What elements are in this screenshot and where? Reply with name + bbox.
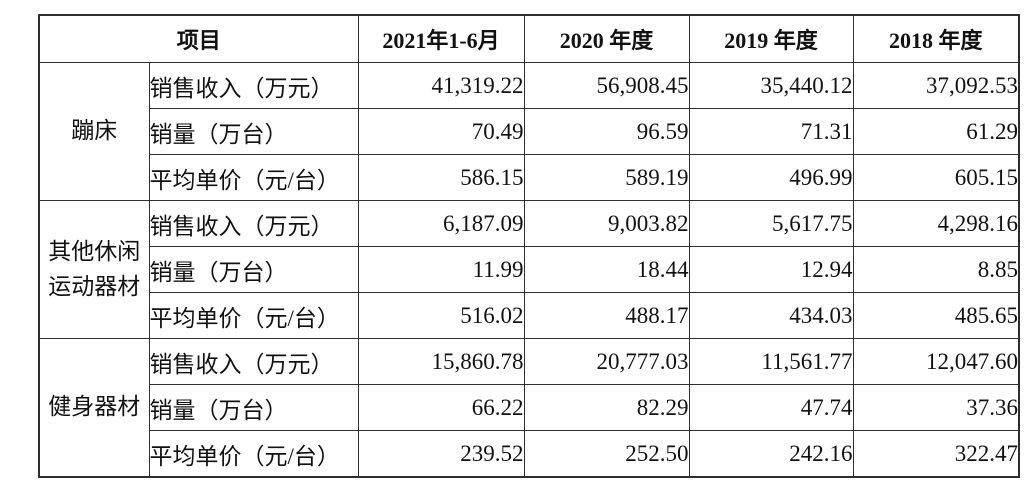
metric-cell: 销量（万台）: [148, 384, 359, 431]
value-cell: 37.36: [852, 384, 1020, 431]
table-row: 健身器材 销售收入（万元） 15,860.78 20,777.03 11,561…: [38, 338, 1020, 478]
metric-cell: 销售收入（万元）: [148, 200, 359, 247]
header-period-2019: 2019 年度: [688, 14, 854, 63]
value-cell: 586.15: [357, 154, 525, 201]
header-period-2018: 2018 年度: [852, 14, 1020, 63]
table-row: 平均单价（元/台） 516.02 488.17 434.03 485.65: [39, 292, 1020, 339]
header-period-2020: 2020 年度: [523, 14, 690, 63]
value-cell: 322.47: [852, 430, 1020, 478]
value-cell: 71.31: [688, 108, 854, 155]
value-cell: 12.94: [688, 246, 854, 293]
table-header-row: 项目 2021年1-6月 2020 年度 2019 年度 2018 年度: [38, 14, 1020, 63]
table-row: 销量（万台） 70.49 96.59 71.31 61.29: [39, 108, 1020, 155]
value-cell: 12,047.60: [852, 338, 1020, 385]
header-item: 项目: [38, 14, 359, 63]
value-cell: 35,440.12: [688, 62, 854, 109]
value-cell: 485.65: [852, 292, 1020, 339]
value-cell: 434.03: [688, 292, 854, 339]
category-cell-other-leisure: 其他休闲运动器材: [38, 200, 150, 339]
metric-cell: 平均单价（元/台）: [148, 154, 359, 201]
value-cell: 516.02: [357, 292, 525, 339]
value-cell: 8.85: [852, 246, 1020, 293]
value-cell: 56,908.45: [523, 62, 690, 109]
table-row: 销量（万台） 11.99 18.44 12.94 8.85: [39, 246, 1020, 293]
metric-cell: 平均单价（元/台）: [148, 430, 359, 478]
table-row: 平均单价（元/台） 586.15 589.19 496.99 605.15: [39, 154, 1020, 201]
value-cell: 589.19: [523, 154, 690, 201]
table-row: 平均单价（元/台） 239.52 252.50 242.16 322.47: [39, 430, 1020, 478]
value-cell: 239.52: [357, 430, 525, 478]
value-cell: 5,617.75: [688, 200, 854, 247]
value-cell: 47.74: [688, 384, 854, 431]
value-cell: 20,777.03: [523, 338, 690, 385]
table-row: 蹦床 销售收入（万元） 41,319.22 56,908.45 35,440.1…: [38, 62, 1020, 201]
value-cell: 4,298.16: [852, 200, 1020, 247]
value-cell: 11,561.77: [688, 338, 854, 385]
value-cell: 41,319.22: [357, 62, 525, 109]
value-cell: 70.49: [357, 108, 525, 155]
value-cell: 15,860.78: [357, 338, 525, 385]
value-cell: 37,092.53: [852, 62, 1020, 109]
table-row: 其他休闲运动器材 销售收入（万元） 6,187.09 9,003.82 5,61…: [38, 200, 1020, 339]
value-cell: 488.17: [523, 292, 690, 339]
value-cell: 6,187.09: [357, 200, 525, 247]
category-cell-fitness: 健身器材: [38, 338, 150, 478]
value-cell: 242.16: [688, 430, 854, 478]
metric-cell: 销量（万台）: [148, 246, 359, 293]
metric-cell: 销售收入（万元）: [148, 338, 359, 385]
metric-cell: 销量（万台）: [148, 108, 359, 155]
value-cell: 82.29: [523, 384, 690, 431]
value-cell: 252.50: [523, 430, 690, 478]
value-cell: 605.15: [852, 154, 1020, 201]
value-cell: 18.44: [523, 246, 690, 293]
value-cell: 9,003.82: [523, 200, 690, 247]
value-cell: 96.59: [523, 108, 690, 155]
metric-cell: 平均单价（元/台）: [148, 292, 359, 339]
table-row: 销量（万台） 66.22 82.29 47.74 37.36: [39, 384, 1020, 431]
value-cell: 496.99: [688, 154, 854, 201]
value-cell: 66.22: [357, 384, 525, 431]
header-period-2021: 2021年1-6月: [357, 14, 525, 63]
metric-cell: 销售收入（万元）: [148, 62, 359, 109]
product-sales-table: 项目 2021年1-6月 2020 年度 2019 年度 2018 年度 蹦床 …: [38, 14, 1021, 478]
value-cell: 61.29: [852, 108, 1020, 155]
category-cell-trampoline: 蹦床: [38, 62, 150, 201]
value-cell: 11.99: [357, 246, 525, 293]
